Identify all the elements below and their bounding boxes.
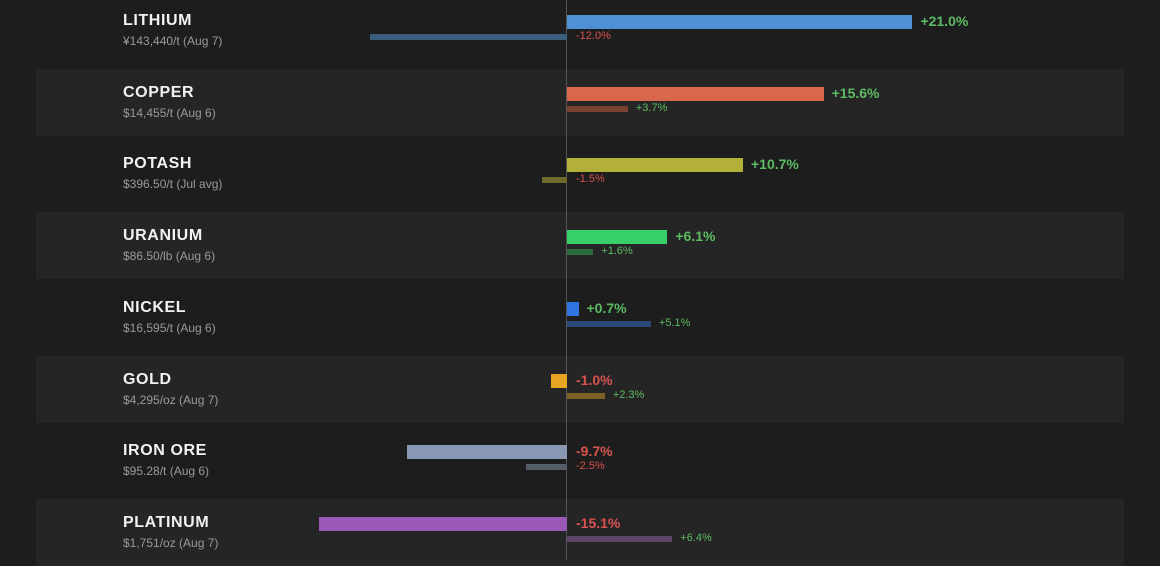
commodity-price: $1,751/oz (Aug 7): [123, 535, 219, 550]
sub-value-label: +5.1%: [658, 316, 691, 329]
main-bar: [318, 516, 567, 531]
sub-value-label: -2.5%: [576, 460, 605, 473]
main-bar: [567, 301, 579, 316]
commodity-price: $16,595/t (Aug 6): [123, 320, 216, 335]
sub-value-label: +2.3%: [612, 388, 645, 401]
main-bar: [407, 445, 567, 460]
main-value-label: +15.6%: [831, 84, 880, 101]
main-value-label: +6.1%: [675, 228, 716, 245]
commodity-name: COPPER: [123, 83, 195, 101]
main-bar: [550, 373, 567, 388]
sub-bar: [567, 392, 605, 399]
commodity-name: GOLD: [123, 370, 172, 388]
sub-bar: [567, 249, 594, 256]
sub-value-label: +1.6%: [601, 245, 633, 258]
commodity-price: $95.28/t (Aug 6): [123, 464, 210, 479]
main-bar: [567, 86, 824, 101]
sub-value-label: +6.4%: [680, 531, 712, 544]
commodity-price: $4,295/oz (Aug 7): [123, 392, 219, 407]
sub-bar: [567, 105, 628, 112]
commodity-price: $396.50/t (Jul avg): [123, 177, 223, 192]
commodity-name: PLATINUM: [123, 513, 210, 531]
row-band: [36, 499, 1124, 566]
main-value-label: -9.7%: [576, 443, 613, 460]
commodity-name: IRON ORE: [123, 442, 207, 460]
commodity-price: $14,455/t (Aug 6): [123, 105, 216, 120]
commodity-name: POTASH: [123, 155, 193, 173]
zero-axis-line: [566, 0, 567, 560]
sub-value-label: -12.0%: [576, 30, 611, 42]
sub-bar: [567, 320, 651, 327]
commodity-name: URANIUM: [123, 227, 203, 245]
sub-bar: [525, 464, 567, 471]
main-value-label: +10.7%: [751, 156, 799, 173]
commodity-name: LITHIUM: [123, 12, 193, 29]
main-value-label: +0.7%: [586, 299, 627, 316]
main-value-label: +21.0%: [920, 13, 969, 29]
main-value-label: -1.0%: [576, 371, 613, 388]
row-band: [36, 355, 1124, 423]
sub-bar: [369, 34, 567, 40]
commodity-name: NICKEL: [123, 298, 187, 316]
main-bar: [567, 230, 668, 245]
row-band: [36, 69, 1124, 136]
main-bar: [567, 15, 913, 29]
main-bar: [567, 158, 743, 173]
commodity-price: ¥143,440/t (Aug 7): [123, 34, 223, 48]
row-band: [36, 212, 1124, 280]
sub-value-label: -1.5%: [576, 173, 605, 186]
sub-bar: [542, 177, 567, 184]
sub-value-label: +3.7%: [635, 101, 668, 114]
commodity-price: $86.50/lb (Aug 6): [123, 249, 216, 264]
sub-bar: [567, 535, 673, 542]
main-value-label: -15.1%: [576, 514, 621, 531]
